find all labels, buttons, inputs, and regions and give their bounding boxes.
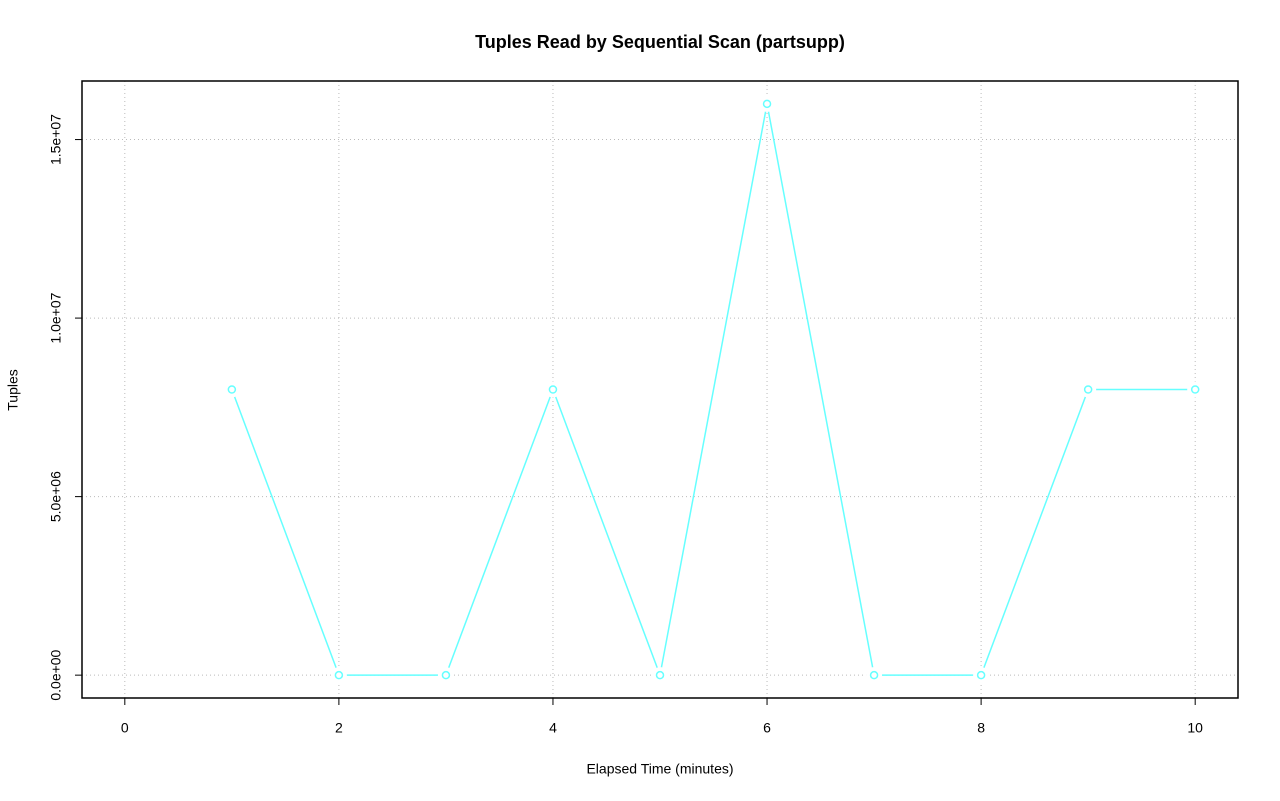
data-point xyxy=(548,385,558,394)
data-point xyxy=(1083,385,1093,394)
y-tick-label: 5.0e+06 xyxy=(48,471,64,522)
data-point xyxy=(334,670,344,680)
x-tick-label: 6 xyxy=(763,720,771,736)
y-axis-title: Tuples xyxy=(5,369,21,411)
y-tick-label: 1.0e+07 xyxy=(48,292,64,343)
data-point xyxy=(869,670,879,680)
point-gap xyxy=(437,667,454,684)
data-point xyxy=(1190,385,1200,394)
x-axis-title: Elapsed Time (minutes) xyxy=(586,761,733,777)
x-tick-label: 10 xyxy=(1187,720,1203,736)
y-tick-label: 0.0e+00 xyxy=(48,649,64,700)
series-line xyxy=(231,103,1196,678)
chart-title: Tuples Read by Sequential Scan (partsupp… xyxy=(475,32,845,52)
x-tick-label: 0 xyxy=(121,720,129,736)
point-gap xyxy=(866,667,883,684)
data-point xyxy=(655,670,665,680)
x-tick-label: 2 xyxy=(335,720,343,736)
point-gap xyxy=(1187,381,1204,398)
point-gap xyxy=(223,381,240,398)
y-tick-label: 1.5e+07 xyxy=(48,114,64,165)
point-gap xyxy=(1080,381,1097,398)
x-tick-label: 4 xyxy=(549,720,557,736)
data-point xyxy=(976,670,986,680)
data-point xyxy=(441,670,451,680)
point-gap xyxy=(652,667,668,684)
data-point xyxy=(227,385,237,394)
data-point xyxy=(762,99,772,109)
x-tick-label: 8 xyxy=(977,720,985,736)
point-gap xyxy=(973,667,990,684)
point-gap xyxy=(759,95,776,112)
point-gap xyxy=(544,381,561,398)
point-gap xyxy=(330,667,347,684)
